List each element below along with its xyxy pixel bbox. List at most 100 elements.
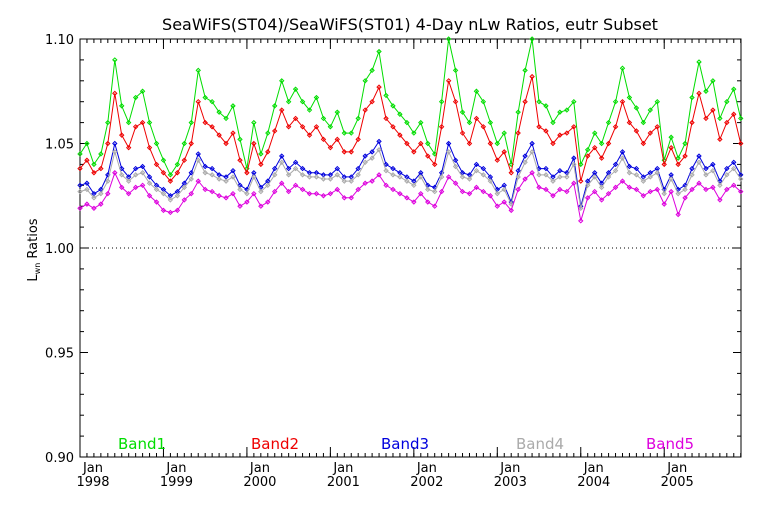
data-point	[689, 172, 695, 178]
x-tick-year-label: 2005	[661, 475, 694, 490]
data-point	[710, 107, 716, 113]
data-point	[591, 130, 598, 136]
data-point	[612, 124, 619, 130]
data-point	[355, 165, 361, 172]
data-point	[237, 203, 243, 209]
data-point	[334, 165, 341, 172]
data-point	[425, 153, 431, 159]
data-point	[223, 140, 229, 147]
data-point	[487, 119, 494, 126]
data-point	[341, 130, 348, 136]
data-point	[84, 186, 90, 193]
data-point	[536, 184, 542, 191]
data-point	[174, 161, 181, 168]
x-tick-month-label: Jan	[583, 461, 604, 476]
data-point	[508, 170, 514, 176]
data-point	[431, 203, 438, 209]
data-point	[494, 140, 501, 147]
data-point	[731, 159, 737, 166]
series-line	[79, 76, 742, 182]
data-point	[299, 124, 306, 130]
data-point	[91, 170, 97, 176]
data-point	[195, 151, 201, 157]
data-point	[404, 174, 410, 180]
data-point	[84, 201, 90, 207]
data-point	[584, 178, 591, 184]
data-point	[536, 165, 542, 172]
data-point	[661, 161, 667, 168]
legend-entry: Band4	[516, 435, 564, 453]
data-point	[272, 188, 278, 195]
data-point	[584, 182, 591, 189]
data-point	[265, 182, 271, 189]
data-point	[598, 140, 605, 147]
data-point	[473, 115, 480, 122]
data-point	[612, 161, 619, 168]
data-point	[578, 178, 584, 184]
data-point	[598, 184, 605, 191]
data-point	[181, 184, 188, 191]
data-point	[564, 174, 570, 180]
data-point	[689, 186, 695, 193]
data-point	[237, 186, 243, 193]
x-tick-month-label: Jan	[666, 461, 687, 476]
data-point	[91, 205, 97, 211]
data-point	[397, 190, 403, 197]
data-point	[146, 144, 153, 151]
data-point	[452, 98, 459, 105]
data-point	[167, 193, 174, 199]
data-point	[313, 124, 320, 130]
data-point	[522, 176, 528, 182]
data-point	[98, 165, 104, 172]
legend-entry: Band1	[118, 435, 166, 453]
x-tick-month-label: Jan	[249, 461, 270, 476]
data-point	[119, 165, 125, 172]
data-point	[146, 193, 153, 199]
data-point	[181, 180, 188, 186]
data-point	[605, 170, 612, 176]
data-point	[251, 119, 257, 126]
x-tick-month-label: Jan	[499, 461, 520, 476]
data-point	[466, 190, 473, 197]
data-point	[529, 140, 535, 147]
data-point	[536, 98, 542, 105]
data-point	[299, 165, 306, 172]
data-point	[717, 182, 723, 189]
data-point	[146, 119, 153, 126]
data-point	[327, 176, 334, 182]
data-point	[251, 190, 257, 197]
data-point	[633, 105, 640, 111]
data-point	[682, 153, 688, 159]
data-point	[376, 84, 382, 90]
data-point	[230, 130, 236, 136]
data-point	[543, 103, 549, 109]
data-point	[230, 103, 236, 109]
data-point	[717, 178, 723, 184]
data-point	[480, 172, 487, 178]
data-point	[564, 188, 570, 195]
data-point	[550, 119, 556, 126]
data-point	[689, 165, 695, 172]
data-point	[153, 140, 160, 147]
data-point	[188, 140, 194, 147]
data-point	[550, 174, 556, 180]
data-point	[132, 184, 139, 191]
data-point	[515, 109, 521, 115]
data-point	[230, 190, 236, 197]
data-point	[529, 170, 535, 176]
data-point	[188, 190, 194, 197]
data-point	[605, 190, 612, 197]
data-point	[383, 161, 389, 168]
data-point	[105, 190, 111, 197]
data-point	[362, 107, 368, 113]
data-point	[258, 151, 264, 157]
data-point	[306, 190, 313, 197]
data-point	[112, 57, 118, 63]
data-point	[397, 111, 403, 117]
data-point	[272, 172, 278, 178]
data-point	[738, 172, 744, 178]
data-point	[167, 178, 174, 184]
data-point	[292, 159, 299, 166]
data-point	[313, 190, 320, 197]
